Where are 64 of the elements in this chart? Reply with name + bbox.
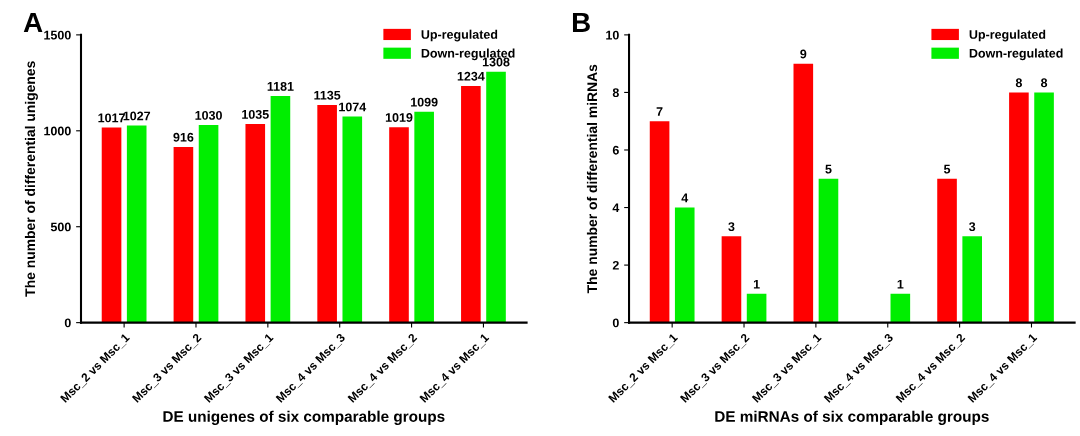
data-label: 7 — [656, 107, 663, 116]
bar — [317, 104, 337, 323]
bar — [173, 146, 194, 323]
bar — [793, 63, 814, 323]
data-label: 1 — [753, 279, 760, 289]
y-tick-label: 6 — [612, 145, 619, 155]
legend-label: Up-regulated — [969, 29, 1046, 42]
bar — [245, 124, 266, 323]
bar — [818, 178, 839, 323]
data-label: 1074 — [339, 102, 367, 112]
bar — [937, 178, 957, 323]
data-label: 1135 — [314, 90, 341, 100]
data-label: 5 — [943, 164, 951, 174]
bar — [101, 127, 122, 323]
bar — [414, 111, 434, 323]
bar — [746, 293, 767, 323]
data-label: 1099 — [411, 97, 438, 107]
data-label: 1027 — [123, 111, 151, 121]
data-label: 3 — [969, 222, 976, 232]
data-label: 8 — [1015, 78, 1022, 88]
bar — [649, 121, 670, 323]
legend-label: Up-regulated — [421, 29, 498, 42]
y-tick-label: 4 — [612, 203, 620, 213]
data-label: 9 — [800, 49, 807, 59]
y-tick-label: 0 — [64, 318, 71, 328]
chart-title: A — [23, 12, 43, 32]
bar — [389, 127, 409, 323]
x-axis-title: DE unigenes of six comparable groups — [163, 410, 445, 425]
legend-label: Down-regulated — [969, 48, 1063, 61]
x-axis-title: DE miRNAs of six comparable groups — [715, 410, 989, 425]
bar — [1009, 92, 1029, 323]
y-tick-label: 8 — [612, 88, 619, 98]
y-tick-label: 1500 — [44, 30, 71, 40]
y-tick-label: 0 — [612, 318, 619, 328]
y-tick-label: 2 — [612, 260, 619, 270]
bar — [486, 71, 506, 323]
bar — [890, 293, 911, 323]
data-label: 1019 — [385, 113, 413, 122]
bar — [1034, 92, 1054, 323]
data-label: 3 — [728, 222, 735, 232]
bar — [962, 236, 982, 323]
bar — [270, 96, 291, 323]
data-label: 1035 — [242, 109, 269, 119]
bar — [674, 207, 695, 323]
bar — [126, 125, 147, 323]
bar — [721, 236, 742, 323]
data-label: 916 — [173, 132, 194, 142]
data-label: 1 — [897, 279, 904, 289]
y-tick-label: 1000 — [44, 126, 71, 136]
data-label: 1234 — [457, 71, 485, 81]
data-label: 8 — [1040, 78, 1048, 88]
data-label: 1181 — [267, 81, 294, 91]
data-label: 5 — [825, 164, 832, 174]
data-label: 1030 — [195, 110, 222, 120]
data-label: 1017 — [98, 113, 125, 123]
bar — [198, 125, 219, 323]
y-axis-title: The number of differential miRNAs — [586, 64, 598, 294]
bar — [342, 116, 363, 323]
bar — [461, 85, 481, 323]
chart-title: B — [572, 12, 590, 32]
y-axis-title: The number of differential unigenes — [24, 61, 38, 297]
y-tick-label: 10 — [606, 30, 619, 40]
y-tick-label: 500 — [50, 222, 71, 232]
data-label: 4 — [681, 193, 689, 203]
